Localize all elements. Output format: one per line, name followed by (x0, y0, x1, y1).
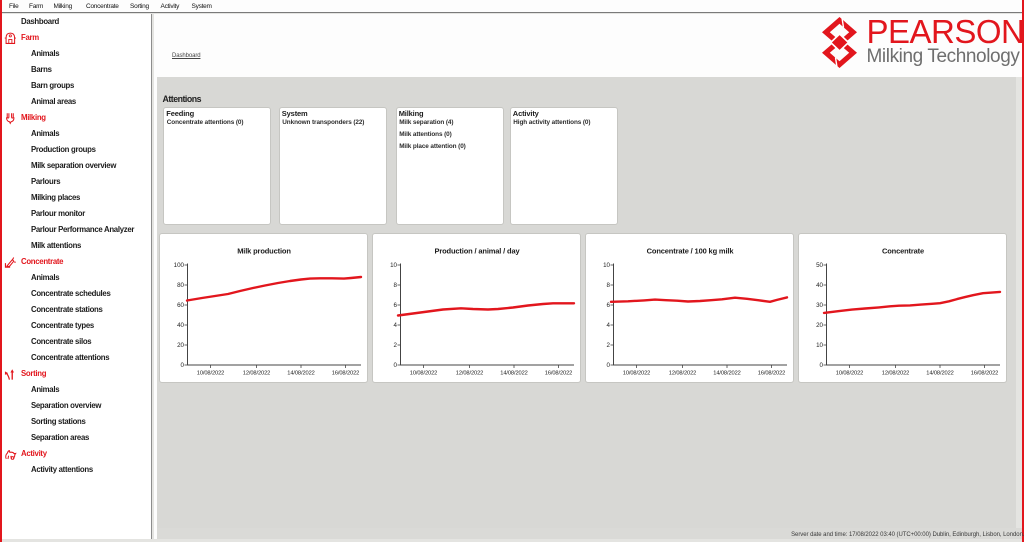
svg-text:10: 10 (603, 262, 610, 269)
svg-text:16/08/2022: 16/08/2022 (971, 371, 998, 377)
svg-text:14/08/2022: 14/08/2022 (926, 371, 953, 377)
svg-text:10/08/2022: 10/08/2022 (410, 371, 437, 377)
svg-text:16/08/2022: 16/08/2022 (758, 371, 785, 377)
svg-text:40: 40 (816, 282, 823, 289)
svg-text:8: 8 (607, 282, 611, 289)
svg-text:12/08/2022: 12/08/2022 (669, 371, 696, 377)
svg-text:10/08/2022: 10/08/2022 (836, 371, 863, 377)
svg-text:2: 2 (607, 342, 611, 349)
svg-text:30: 30 (816, 302, 823, 309)
svg-text:20: 20 (816, 322, 823, 329)
svg-text:0: 0 (181, 362, 185, 369)
svg-text:0: 0 (607, 362, 611, 369)
svg-text:Production / animal / day: Production / animal / day (434, 247, 520, 256)
svg-text:0: 0 (394, 362, 398, 369)
svg-text:Concentrate / 100 kg milk: Concentrate / 100 kg milk (647, 247, 735, 256)
svg-text:50: 50 (816, 262, 823, 269)
svg-text:10: 10 (816, 342, 823, 349)
svg-text:Concentrate: Concentrate (882, 247, 924, 256)
svg-text:16/08/2022: 16/08/2022 (332, 371, 359, 377)
svg-text:14/08/2022: 14/08/2022 (713, 371, 740, 377)
svg-text:10/08/2022: 10/08/2022 (197, 371, 224, 377)
svg-text:10/08/2022: 10/08/2022 (623, 371, 650, 377)
svg-text:60: 60 (177, 302, 184, 309)
svg-text:20: 20 (177, 342, 184, 349)
svg-text:40: 40 (177, 322, 184, 329)
svg-text:16/08/2022: 16/08/2022 (545, 371, 572, 377)
svg-text:12/08/2022: 12/08/2022 (456, 371, 483, 377)
svg-text:100: 100 (174, 262, 185, 269)
svg-text:10: 10 (390, 262, 397, 269)
svg-text:14/08/2022: 14/08/2022 (500, 371, 527, 377)
svg-text:6: 6 (394, 302, 398, 309)
svg-text:8: 8 (394, 282, 398, 289)
svg-text:12/08/2022: 12/08/2022 (882, 371, 909, 377)
svg-text:0: 0 (820, 362, 824, 369)
svg-text:4: 4 (394, 322, 398, 329)
svg-text:80: 80 (177, 282, 184, 289)
svg-text:4: 4 (607, 322, 611, 329)
svg-text:14/08/2022: 14/08/2022 (287, 371, 314, 377)
svg-text:6: 6 (607, 302, 611, 309)
svg-text:12/08/2022: 12/08/2022 (243, 371, 270, 377)
svg-text:2: 2 (394, 342, 398, 349)
svg-text:Milk production: Milk production (237, 247, 291, 256)
